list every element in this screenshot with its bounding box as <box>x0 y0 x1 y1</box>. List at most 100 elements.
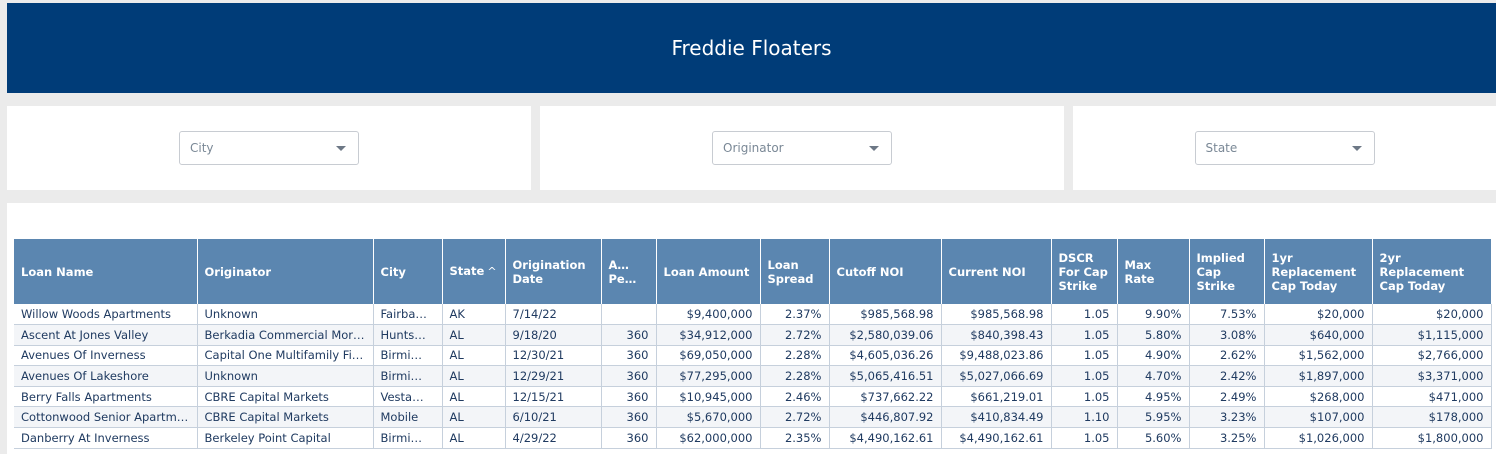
table-cell: 1.05 <box>1051 427 1118 449</box>
table-cell: 4/29/22 <box>505 427 602 449</box>
col-loan-spread[interactable]: Loan Spread <box>760 239 830 304</box>
col-amortization-period[interactable]: A… Pe… <box>601 239 657 304</box>
table-cell: 5.80% <box>1117 324 1190 346</box>
table-cell <box>601 304 657 326</box>
table-cell: Berkadia Commercial Mort… <box>197 324 374 346</box>
state-filter-card: State <box>1073 106 1496 190</box>
col-implied-cap-strike[interactable]: Implied Cap Strike <box>1189 239 1265 304</box>
col-city[interactable]: City <box>373 239 443 304</box>
table-cell: $985,568.98 <box>829 304 942 326</box>
table-cell: AL <box>442 324 506 346</box>
loans-table-card: Loan Name Originator City State ^ Origina… <box>7 203 1496 454</box>
table-cell: AL <box>442 406 506 429</box>
table-cell: Ascent At Jones Valley <box>14 324 198 346</box>
originator-dropdown[interactable]: Originator <box>712 131 892 165</box>
col-dscr-cap-strike[interactable]: DSCR For Cap Strike <box>1051 239 1118 304</box>
table-cell: 2.37% <box>760 304 830 326</box>
table-cell: 2.28% <box>760 345 830 367</box>
table-cell: 6/10/21 <box>505 406 602 429</box>
table-cell: 1.05 <box>1051 365 1118 387</box>
table-cell: $4,490,162.61 <box>829 427 942 449</box>
table-cell: Birmi… <box>373 365 443 387</box>
table-cell: $985,568.98 <box>941 304 1052 326</box>
col-2yr-replacement-cap[interactable]: 2yr Replacement Cap Today <box>1372 239 1492 304</box>
table-cell: Vesta… <box>373 386 443 408</box>
table-row[interactable]: Danberry At Inverness Berkeley Point Capi… <box>14 427 1492 449</box>
col-state[interactable]: State ^ <box>442 239 506 304</box>
table-cell: $2,580,039.06 <box>829 324 942 346</box>
table-cell: 5.95% <box>1117 406 1190 429</box>
table-cell: AL <box>442 427 506 449</box>
table-cell: 12/29/21 <box>505 365 602 387</box>
table-cell: $5,027,066.69 <box>941 365 1052 387</box>
table-cell: $1,115,000 <box>1372 324 1492 346</box>
table-cell: 3.25% <box>1189 427 1265 449</box>
table-cell: AK <box>442 304 506 326</box>
table-cell: $20,000 <box>1264 304 1373 326</box>
table-cell: $69,050,000 <box>656 345 761 367</box>
table-cell: 9/18/20 <box>505 324 602 346</box>
state-dropdown-label: State <box>1205 141 1238 155</box>
table-cell: Avenues Of Lakeshore <box>14 365 198 387</box>
col-loan-name[interactable]: Loan Name <box>14 239 198 304</box>
table-cell: 2.35% <box>760 427 830 449</box>
table-cell: Berry Falls Apartments <box>14 386 198 408</box>
table-cell: Berkeley Point Capital <box>197 427 374 449</box>
city-dropdown-label: City <box>190 141 214 155</box>
table-cell: $1,026,000 <box>1264 427 1373 449</box>
table-cell: $446,807.92 <box>829 406 942 429</box>
col-loan-amount[interactable]: Loan Amount <box>656 239 761 304</box>
table-cell: $9,488,023.86 <box>941 345 1052 367</box>
table-cell: Capital One Multifamily Fin… <box>197 345 374 367</box>
table-row[interactable]: Avenues Of Inverness Capital One Multifam… <box>14 345 1492 367</box>
table-cell: $2,766,000 <box>1372 345 1492 367</box>
col-origination-date[interactable]: Origination Date <box>505 239 602 304</box>
city-dropdown[interactable]: City <box>179 131 359 165</box>
table-cell: 7.53% <box>1189 304 1265 326</box>
table-row[interactable]: Willow Woods Apartments Unknown Fairba… AK 7… <box>14 304 1492 326</box>
col-cutoff-noi[interactable]: Cutoff NOI <box>829 239 942 304</box>
table-cell: $268,000 <box>1264 386 1373 408</box>
table-cell: 4.70% <box>1117 365 1190 387</box>
table-cell: Mobile <box>373 406 443 429</box>
col-1yr-replacement-cap[interactable]: 1yr Replacement Cap Today <box>1264 239 1373 304</box>
table-cell: 360 <box>601 386 657 408</box>
table-cell: $5,065,416.51 <box>829 365 942 387</box>
originator-dropdown-label: Originator <box>723 141 784 155</box>
loans-table: Loan Name Originator City State ^ Origina… <box>14 239 1492 449</box>
dashboard-header: Freddie Floaters <box>7 3 1496 93</box>
table-cell: Birmi… <box>373 345 443 367</box>
table-cell: $9,400,000 <box>656 304 761 326</box>
col-current-noi[interactable]: Current NOI <box>941 239 1052 304</box>
table-cell: Hunts… <box>373 324 443 346</box>
table-cell: $840,398.43 <box>941 324 1052 346</box>
table-cell: $640,000 <box>1264 324 1373 346</box>
table-cell: $107,000 <box>1264 406 1373 429</box>
table-row[interactable]: Avenues Of Lakeshore Unknown Birmi… AL 12/29… <box>14 365 1492 387</box>
page-title: Freddie Floaters <box>671 36 832 60</box>
table-row[interactable]: Berry Falls Apartments CBRE Capital Marke… <box>14 386 1492 408</box>
table-cell: 7/14/22 <box>505 304 602 326</box>
table-cell: 2.42% <box>1189 365 1265 387</box>
table-cell: $10,945,000 <box>656 386 761 408</box>
table-cell: Unknown <box>197 304 374 326</box>
table-row[interactable]: Ascent At Jones Valley Berkadia Commercia… <box>14 324 1492 346</box>
table-cell: 1.05 <box>1051 386 1118 408</box>
col-originator[interactable]: Originator <box>197 239 374 304</box>
state-dropdown[interactable]: State <box>1194 131 1375 165</box>
table-cell: 12/15/21 <box>505 386 602 408</box>
table-cell: 2.62% <box>1189 345 1265 367</box>
table-cell: AL <box>442 365 506 387</box>
chevron-down-icon <box>1351 145 1362 151</box>
table-cell: 360 <box>601 427 657 449</box>
table-cell: $661,219.01 <box>941 386 1052 408</box>
table-cell: Fairba… <box>373 304 443 326</box>
table-cell: $1,897,000 <box>1264 365 1373 387</box>
table-cell: $3,371,000 <box>1372 365 1492 387</box>
sort-ascending-icon: ^ <box>487 265 497 278</box>
city-filter-card: City <box>7 106 531 190</box>
table-row[interactable]: Cottonwood Senior Apartme… CBRE Capital M… <box>14 406 1492 429</box>
col-max-rate[interactable]: Max Rate <box>1117 239 1190 304</box>
table-cell: 1.10 <box>1051 406 1118 429</box>
table-cell: 1.05 <box>1051 324 1118 346</box>
